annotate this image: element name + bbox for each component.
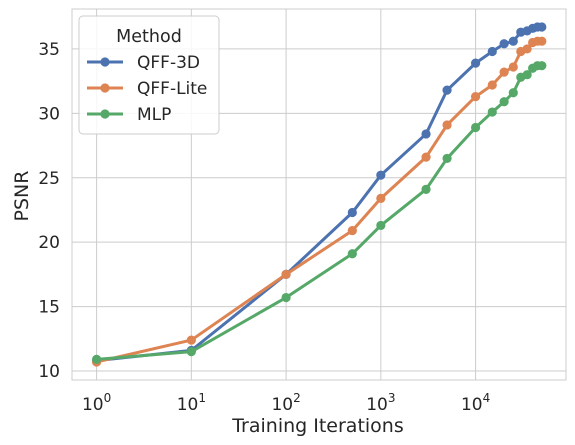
data-point-qff-lite	[376, 193, 386, 203]
x-tick-label: 100	[82, 391, 111, 415]
series-mlp	[91, 61, 547, 364]
data-point-mlp	[347, 249, 357, 259]
data-point-qff-3d	[421, 129, 431, 139]
y-tick-label: 25	[38, 169, 60, 189]
legend-marker	[100, 83, 110, 93]
data-point-qff-3d	[499, 39, 509, 49]
data-point-qff-3d	[487, 46, 497, 57]
data-point-mlp	[376, 220, 386, 231]
data-point-mlp	[537, 61, 547, 71]
data-point-qff-3d	[376, 170, 386, 180]
data-point-mlp	[487, 107, 497, 117]
data-point-qff-lite	[281, 269, 291, 279]
data-point-qff-lite	[442, 120, 452, 130]
y-axis-label: PSNR	[11, 171, 33, 222]
legend-entry-qff-lite: QFF-Lite	[87, 79, 207, 99]
x-tick-labels: 100 101 102 103 104	[82, 391, 490, 415]
legend-marker	[100, 109, 110, 119]
y-tick-labels: 10 15 20 25 30 35	[38, 40, 60, 382]
data-point-qff-3d	[470, 58, 481, 68]
data-point-mlp	[421, 184, 431, 194]
data-point-qff-lite	[537, 36, 547, 46]
data-point-mlp	[281, 292, 291, 303]
legend-label: QFF-3D	[137, 53, 200, 73]
x-tick-label: 103	[366, 391, 395, 415]
data-point-qff-lite	[347, 225, 357, 236]
data-point-qff-3d	[347, 207, 357, 218]
data-point-mlp	[186, 347, 196, 357]
x-tick-label: 104	[461, 391, 490, 415]
y-tick-label: 15	[38, 298, 60, 318]
series-layer	[91, 22, 547, 367]
data-point-qff-3d	[442, 85, 452, 95]
data-point-qff-lite	[522, 44, 532, 54]
legend-entries: QFF-3D QFF-Lite MLP	[87, 53, 207, 125]
x-tick-label: 102	[271, 391, 300, 415]
data-point-qff-lite	[487, 80, 497, 90]
data-point-qff-lite	[421, 152, 431, 162]
data-point-qff-3d	[537, 22, 547, 32]
legend-label: QFF-Lite	[137, 79, 207, 99]
legend-marker	[100, 57, 110, 67]
data-point-qff-lite	[470, 91, 481, 102]
legend-box	[78, 15, 220, 135]
data-point-mlp	[499, 97, 509, 107]
legend: Method QFF-3D QFF-Lite MLP	[78, 15, 220, 135]
data-point-mlp	[522, 70, 532, 80]
data-point-qff-lite	[186, 335, 196, 345]
x-tick-label: 101	[177, 391, 206, 415]
y-tick-label: 35	[38, 40, 60, 60]
data-point-mlp	[442, 153, 452, 164]
data-point-mlp	[508, 88, 518, 98]
legend-entry-qff-3d: QFF-3D	[87, 53, 200, 73]
legend-title: Method	[116, 27, 182, 47]
y-tick-label: 30	[38, 104, 60, 124]
data-point-qff-3d	[508, 36, 518, 46]
y-tick-label: 10	[38, 362, 60, 382]
legend-entry-mlp: MLP	[87, 105, 171, 125]
x-axis-label: Training Iterations	[231, 415, 404, 437]
y-tick-label: 20	[38, 233, 60, 253]
data-point-mlp	[91, 354, 102, 364]
data-point-qff-lite	[499, 67, 509, 77]
data-point-mlp	[470, 122, 481, 133]
legend-label: MLP	[137, 105, 171, 125]
data-point-qff-lite	[508, 62, 518, 72]
